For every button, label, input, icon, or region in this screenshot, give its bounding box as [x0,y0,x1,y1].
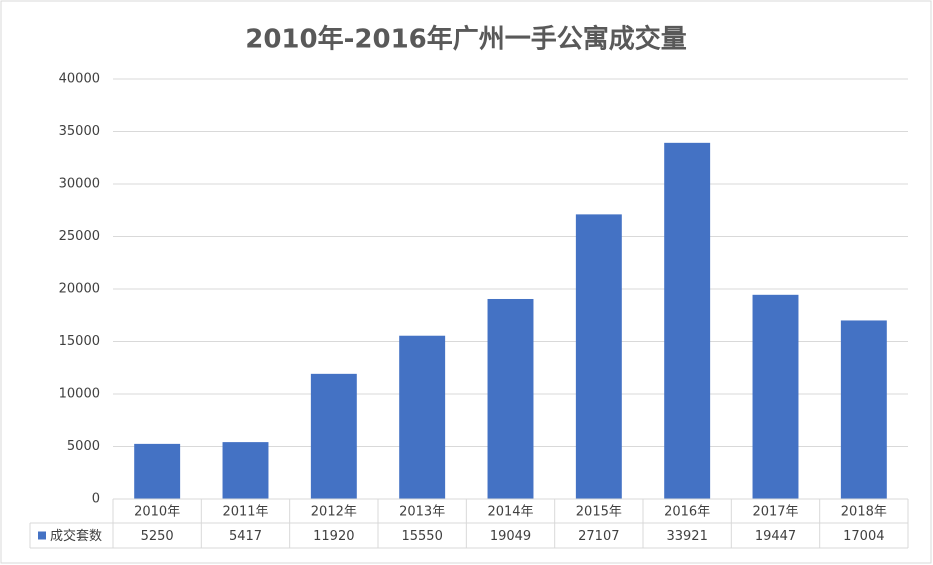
bar [752,294,799,499]
bar [399,335,446,499]
x-tick-label: 2014年 [487,505,533,520]
bar [664,142,711,499]
legend-key [38,531,46,540]
table-value: 5417 [229,529,262,544]
table-value: 17004 [843,529,884,544]
table-value: 27107 [578,529,619,544]
table-value: 33921 [666,529,707,544]
bar [575,214,622,499]
y-tick-label: 40000 [59,72,100,87]
table-value: 11920 [313,529,354,544]
y-tick-label: 35000 [59,124,100,139]
x-tick-label: 2011年 [222,505,268,520]
table-value: 19049 [490,529,531,544]
y-tick-label: 0 [92,492,100,507]
table-value: 19447 [755,529,796,544]
chart-title: 2010年-2016年广州一手公寓成交量 [245,24,687,55]
x-tick-label: 2013年 [399,505,445,520]
y-tick-label: 15000 [59,334,100,349]
bar [134,443,181,499]
x-tick-label: 2018年 [841,505,887,520]
legend-label: 成交套数 [50,528,102,544]
y-tick-label: 10000 [59,387,100,402]
y-tick-label: 30000 [59,177,100,192]
bar [310,373,357,499]
bar [222,442,269,499]
x-tick-label: 2010年 [134,505,180,520]
y-tick-label: 5000 [67,439,100,454]
y-tick-label: 20000 [59,282,100,297]
table-value: 15550 [401,529,442,544]
table-value: 5250 [141,529,174,544]
x-tick-label: 2012年 [311,505,357,520]
bar [840,320,887,499]
y-tick-label: 25000 [59,229,100,244]
x-tick-label: 2017年 [752,505,798,520]
x-tick-label: 2015年 [576,505,622,520]
bar [487,298,534,499]
x-tick-label: 2016年 [664,505,710,520]
